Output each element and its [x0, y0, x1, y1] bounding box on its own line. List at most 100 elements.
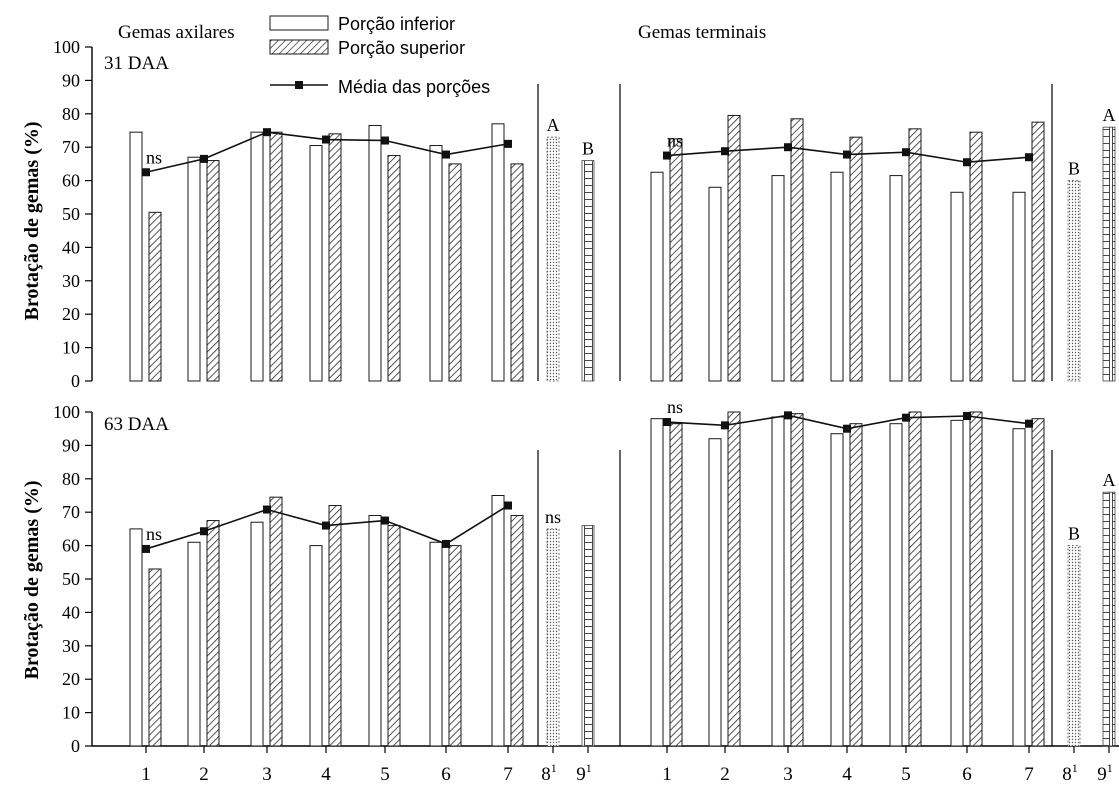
date-label-63daa: 63 DAA — [104, 414, 169, 435]
group-title-axilares: Gemas axilares — [118, 22, 235, 43]
mean-marker — [442, 539, 450, 548]
bar-extra-9 — [581, 525, 595, 747]
mean-marker — [963, 158, 971, 167]
bar-extra-8 — [546, 136, 560, 382]
bar-lower — [771, 416, 785, 747]
bar-lower — [889, 175, 903, 382]
y-tick-label: 0 — [71, 736, 80, 756]
legend-label-lower: Porção inferior — [338, 14, 455, 34]
y-tick-label: 50 — [62, 569, 80, 589]
bar-lower — [129, 131, 143, 382]
x-tick-label: 3 — [783, 764, 793, 785]
mean-marker — [142, 544, 150, 553]
date-label-31daa: 31 DAA — [104, 53, 169, 74]
extra-label-8: B — [1068, 524, 1080, 544]
x-tick-label: 6 — [962, 764, 972, 785]
bar-lower — [491, 495, 505, 747]
bar-extra-9 — [1102, 126, 1116, 382]
y-axis-title-bottom: Brotação de gemas (%) — [21, 480, 43, 679]
extra-label-8: A — [547, 115, 560, 135]
panel-3: ns B A — [650, 397, 1116, 747]
bar-upper — [269, 496, 283, 747]
bar-lower — [368, 124, 382, 382]
y-tick-label: 70 — [62, 502, 80, 522]
x-tick-label: 81 — [1062, 761, 1078, 785]
mean-significance-label: ns — [146, 147, 162, 167]
mean-significance-label: ns — [146, 524, 162, 544]
group-title-terminais: Gemas terminais — [638, 22, 766, 43]
y-axis-title-top: Brotação de gemas (%) — [21, 121, 43, 320]
bar-upper — [1031, 121, 1045, 382]
x-tick-label: 4 — [321, 764, 331, 785]
y-tick-label: 20 — [62, 669, 80, 689]
y-tick-label: 100 — [53, 37, 80, 57]
mean-marker — [663, 151, 671, 160]
bar-lower — [309, 145, 323, 382]
legend-swatch-upper — [269, 39, 329, 55]
x-tick-label: 91 — [1097, 761, 1113, 785]
y-tick-label: 30 — [62, 271, 80, 291]
y-tick-label: 80 — [62, 104, 80, 124]
mean-marker — [504, 501, 512, 510]
x-tick-label: 2 — [720, 764, 730, 785]
bar-upper — [1031, 418, 1045, 747]
bar-lower — [250, 131, 264, 382]
extra-label-9: A — [1103, 105, 1116, 125]
panel-1: ns B A — [650, 105, 1116, 382]
y-tick-label: 60 — [62, 171, 80, 191]
bar-upper — [908, 128, 922, 382]
y-tick-label: 80 — [62, 469, 80, 489]
extra-label-8: ns — [545, 507, 561, 527]
y-tick-label: 20 — [62, 304, 80, 324]
bar-lower — [650, 171, 664, 382]
bar-lower — [368, 515, 382, 747]
mean-marker — [381, 516, 389, 525]
mean-marker — [504, 139, 512, 148]
mean-marker — [1025, 153, 1033, 162]
bar-upper — [790, 118, 804, 382]
x-tick-label: 2 — [199, 764, 209, 785]
bar-upper — [669, 423, 683, 747]
bar-upper — [387, 155, 401, 382]
mean-marker — [322, 135, 330, 144]
bar-lower — [830, 433, 844, 747]
mean-marker — [963, 412, 971, 421]
x-tick-label: 3 — [262, 764, 272, 785]
mean-marker — [902, 413, 910, 422]
bar-upper — [206, 160, 220, 382]
bar-lower — [708, 438, 722, 747]
extra-label-9: B — [582, 139, 594, 159]
bar-upper — [727, 411, 741, 747]
panel-2: ns ns — [129, 495, 595, 747]
bar-lower — [708, 186, 722, 382]
mean-marker — [263, 505, 271, 514]
y-tick-label: 60 — [62, 536, 80, 556]
mean-marker — [442, 150, 450, 159]
bar-upper — [328, 505, 342, 747]
x-tick-label: 7 — [1024, 764, 1034, 785]
mean-significance-label: ns — [667, 397, 683, 417]
x-tick-label: 5 — [901, 764, 911, 785]
x-tick-label: 91 — [576, 761, 592, 785]
x-tick-label: 7 — [503, 764, 513, 785]
mean-marker — [784, 411, 792, 420]
bar-upper — [790, 413, 804, 747]
bar-lower — [889, 423, 903, 747]
legend-swatch-lower — [269, 15, 329, 31]
bar-upper — [510, 515, 524, 747]
x-tick-label: 1 — [662, 764, 672, 785]
bar-lower — [129, 528, 143, 747]
y-tick-label: 40 — [62, 237, 80, 257]
bar-lower — [1012, 191, 1026, 382]
bar-upper — [849, 423, 863, 747]
bar-upper — [727, 114, 741, 382]
mean-marker — [322, 521, 330, 530]
bar-upper — [206, 520, 220, 747]
x-tick-label: 6 — [441, 764, 451, 785]
bar-lower — [650, 418, 664, 747]
legend: Porção inferior Porção superior Média da… — [269, 14, 490, 97]
bar-extra-8 — [546, 528, 560, 747]
bar-lower — [309, 545, 323, 747]
x-tick-label: 81 — [541, 761, 557, 785]
